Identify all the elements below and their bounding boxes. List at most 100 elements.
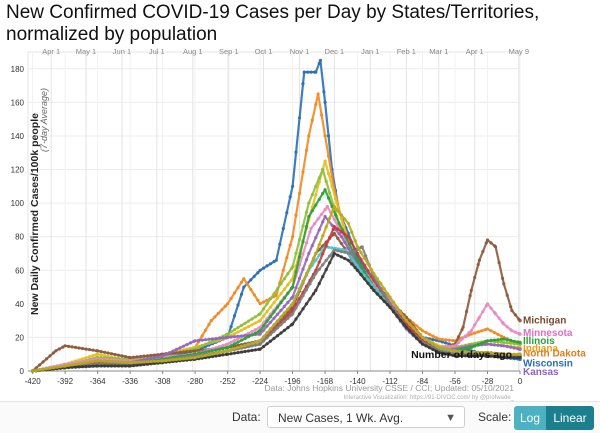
data-point bbox=[476, 354, 480, 358]
data-point bbox=[314, 203, 318, 207]
data-point bbox=[236, 334, 240, 338]
data-point bbox=[57, 347, 61, 351]
data-point bbox=[310, 209, 314, 213]
data-point bbox=[268, 262, 273, 266]
data-point bbox=[221, 346, 225, 351]
data-point bbox=[307, 251, 311, 256]
data-point bbox=[415, 329, 419, 333]
log-scale-button[interactable]: Log bbox=[514, 406, 546, 430]
data-point bbox=[258, 329, 262, 333]
month-label: Feb 1 bbox=[397, 47, 416, 56]
data-point bbox=[200, 338, 204, 342]
data-point bbox=[216, 311, 220, 315]
data-point bbox=[149, 362, 153, 366]
y-tick-label: 60 bbox=[15, 266, 24, 275]
data-point bbox=[116, 360, 121, 364]
data-point bbox=[221, 353, 225, 357]
data-point bbox=[350, 241, 354, 245]
data-point bbox=[328, 235, 332, 240]
x-tick-label: 0 bbox=[518, 377, 523, 386]
data-point bbox=[467, 346, 471, 350]
x-tick-label: -280 bbox=[187, 377, 204, 386]
data-point bbox=[217, 350, 222, 355]
data-point bbox=[513, 313, 518, 317]
data-point bbox=[434, 344, 439, 348]
data-point bbox=[185, 343, 189, 347]
data-point bbox=[509, 305, 513, 309]
data-point bbox=[239, 334, 244, 338]
data-point bbox=[359, 257, 363, 261]
data-point bbox=[291, 184, 295, 188]
data-point bbox=[268, 320, 273, 324]
data-point bbox=[444, 352, 448, 356]
data-point bbox=[41, 367, 45, 371]
data-point bbox=[311, 276, 316, 280]
data-select[interactable]: New Cases, 1 Wk. Avg. ▼ bbox=[267, 406, 465, 428]
data-point bbox=[239, 292, 244, 296]
data-point bbox=[483, 354, 487, 358]
data-point bbox=[480, 350, 484, 355]
data-point bbox=[480, 341, 484, 345]
data-point bbox=[460, 328, 464, 332]
data-point bbox=[437, 345, 441, 350]
data-point bbox=[485, 302, 490, 306]
data-point bbox=[306, 70, 310, 74]
data-point bbox=[80, 357, 85, 361]
data-point bbox=[297, 287, 302, 291]
data-point bbox=[359, 273, 363, 277]
data-point bbox=[469, 345, 473, 350]
data-point bbox=[297, 191, 302, 196]
data-point bbox=[91, 360, 95, 364]
data-point bbox=[301, 252, 305, 256]
x-tick-label: -196 bbox=[285, 377, 302, 386]
data-point bbox=[285, 211, 289, 215]
data-point bbox=[427, 332, 432, 336]
data-point bbox=[291, 302, 295, 306]
data-point bbox=[174, 351, 179, 355]
data-point bbox=[310, 244, 314, 248]
data-point bbox=[321, 167, 325, 172]
data-point bbox=[440, 337, 444, 342]
data-point bbox=[512, 356, 516, 360]
data-point bbox=[236, 303, 240, 307]
data-point bbox=[342, 223, 346, 227]
data-point bbox=[242, 277, 246, 281]
data-point bbox=[279, 282, 283, 286]
data-point bbox=[252, 293, 256, 297]
data-point bbox=[239, 323, 244, 327]
data-point bbox=[333, 213, 338, 217]
data-point bbox=[55, 365, 59, 369]
data-point bbox=[239, 350, 244, 354]
data-point bbox=[444, 341, 448, 345]
x-tick-label: -224 bbox=[252, 377, 269, 386]
data-point bbox=[395, 305, 399, 309]
data-point bbox=[217, 345, 222, 349]
data-point bbox=[321, 234, 325, 238]
data-point bbox=[294, 213, 298, 217]
data-point bbox=[415, 336, 419, 340]
data-point bbox=[323, 134, 327, 138]
data-point bbox=[106, 364, 110, 368]
data-point bbox=[323, 214, 327, 219]
data-point bbox=[489, 354, 493, 358]
month-label: Nov 1 bbox=[290, 47, 310, 56]
y-tick-label: 120 bbox=[11, 166, 25, 175]
data-point bbox=[188, 349, 193, 353]
data-point bbox=[304, 225, 309, 229]
data-point bbox=[258, 312, 262, 316]
data-point bbox=[330, 246, 334, 250]
data-point bbox=[343, 232, 347, 236]
data-point bbox=[128, 364, 132, 368]
data-point bbox=[301, 307, 305, 311]
data-point bbox=[337, 221, 341, 225]
data-point bbox=[317, 61, 321, 65]
data-point bbox=[375, 277, 379, 281]
data-point bbox=[317, 176, 321, 180]
linear-scale-button[interactable]: Linear bbox=[546, 406, 594, 430]
data-point bbox=[217, 347, 222, 351]
data-point bbox=[252, 274, 256, 278]
data-point bbox=[239, 344, 244, 349]
data-point bbox=[272, 323, 276, 327]
data-point bbox=[331, 227, 335, 231]
data-point bbox=[314, 193, 318, 197]
